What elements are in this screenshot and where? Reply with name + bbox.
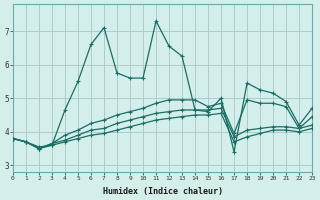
X-axis label: Humidex (Indice chaleur): Humidex (Indice chaleur)	[102, 187, 222, 196]
